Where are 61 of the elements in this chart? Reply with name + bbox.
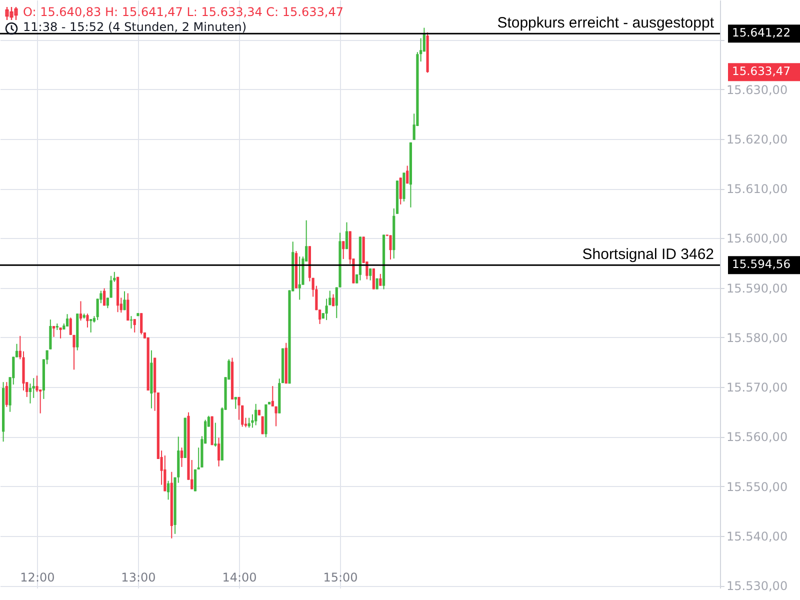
x-tick-label: 15:00 (323, 570, 358, 584)
candlestick (214, 422, 217, 448)
candlestick (298, 256, 301, 300)
candlestick (325, 298, 328, 321)
candlestick (52, 326, 56, 338)
text: 15.594,56 (732, 257, 791, 272)
candlestick (106, 297, 109, 309)
y-tick-label: 15.540,00 (726, 529, 788, 544)
candlestick (86, 313, 89, 328)
x-tick-label: 13:00 (121, 570, 156, 584)
candlestick (103, 288, 106, 306)
candlestick (180, 447, 184, 468)
candlestick (123, 290, 126, 311)
candlestick (79, 300, 82, 322)
candlestick (66, 314, 69, 327)
chart-title: O: 15.640,83 H: 15.641,47 L: 15.633,34 C: 15.633,47 (23, 5, 344, 19)
candlestick (420, 38, 422, 62)
y-tick-label: 15.600,00 (726, 232, 788, 246)
y-tick-label: 15.620,00 (726, 132, 788, 146)
ref-line-label: Shortsignal ID 3462 (582, 246, 714, 264)
candlestick (342, 240, 345, 260)
y-tick-label: 15.630,00 (726, 82, 788, 97)
text: 11:38 - 15:52 (4 Stunden, 2 Minuten) (23, 20, 247, 34)
candlestick (335, 286, 338, 319)
text: 15.641,22 (732, 26, 791, 40)
candlestick (49, 319, 52, 350)
y-tick-label: 15.610,00 (726, 182, 788, 196)
candlestick (110, 275, 112, 298)
candlestick (389, 234, 392, 260)
candlestick (130, 316, 133, 329)
candlestick (166, 480, 170, 500)
candlestick (69, 317, 72, 336)
x-tick-label: 14:00 (222, 570, 257, 584)
candlestick (36, 375, 38, 392)
y-tick-label: 15.550,00 (726, 480, 788, 494)
y-tick-label: 15.530,00 (726, 579, 788, 594)
ref-line-label: Stoppkurs erreicht - ausgestoppt (497, 14, 715, 32)
candlestick (72, 334, 76, 370)
candlestick (274, 406, 278, 427)
candlestick (126, 292, 130, 322)
candlestick (217, 437, 220, 467)
candlestick (140, 312, 143, 335)
candlestick (238, 396, 240, 420)
y-tick-label: 15.570,00 (726, 380, 788, 395)
candlestick (271, 386, 274, 407)
candlestick (32, 378, 35, 398)
y-tick-label: 15.560,00 (726, 430, 788, 444)
candlestick (372, 268, 375, 290)
candlestick (133, 318, 136, 333)
candlestick (5, 382, 8, 408)
candlestick (241, 404, 244, 428)
candlestick (254, 403, 258, 426)
y-tick-label: 15.590,00 (726, 281, 788, 296)
candlestick (399, 177, 402, 205)
candlestick (90, 318, 92, 333)
y-tick-label: 15.580,00 (726, 330, 788, 345)
x-tick-label: 12:00 (20, 570, 55, 584)
candlestick (345, 222, 348, 250)
candlestick (379, 273, 382, 286)
candlestick (406, 165, 409, 184)
text: 15.633,47 (732, 64, 791, 78)
